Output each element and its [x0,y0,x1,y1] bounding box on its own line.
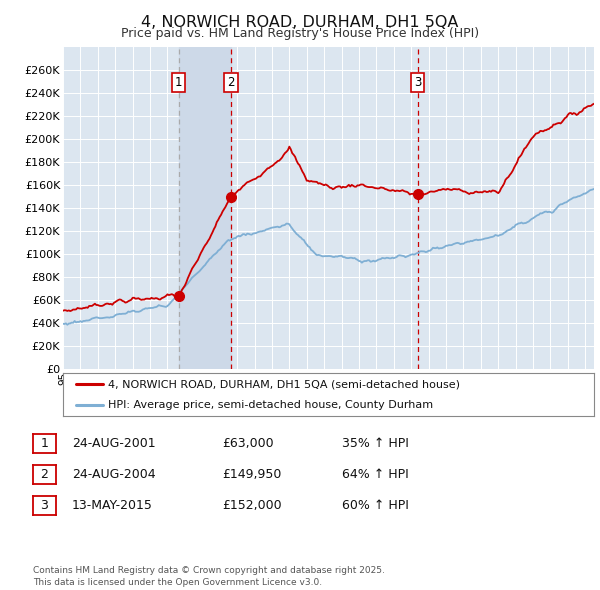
Text: 1: 1 [40,437,49,450]
Text: HPI: Average price, semi-detached house, County Durham: HPI: Average price, semi-detached house,… [108,401,433,410]
Text: 60% ↑ HPI: 60% ↑ HPI [342,499,409,512]
Text: 24-AUG-2004: 24-AUG-2004 [72,468,155,481]
Text: 35% ↑ HPI: 35% ↑ HPI [342,437,409,450]
Text: 4, NORWICH ROAD, DURHAM, DH1 5QA: 4, NORWICH ROAD, DURHAM, DH1 5QA [142,15,458,30]
Text: Contains HM Land Registry data © Crown copyright and database right 2025.
This d: Contains HM Land Registry data © Crown c… [33,566,385,587]
Bar [179,47,231,369]
Text: 3: 3 [40,499,49,512]
Text: 1: 1 [175,76,182,89]
Text: 2: 2 [40,468,49,481]
Text: 2: 2 [227,76,235,89]
Text: Price paid vs. HM Land Registry's House Price Index (HPI): Price paid vs. HM Land Registry's House … [121,27,479,40]
Text: £63,000: £63,000 [222,437,274,450]
Text: £149,950: £149,950 [222,468,281,481]
Text: 24-AUG-2001: 24-AUG-2001 [72,437,155,450]
Text: £152,000: £152,000 [222,499,281,512]
Text: 3: 3 [414,76,421,89]
Text: 13-MAY-2015: 13-MAY-2015 [72,499,153,512]
Text: 4, NORWICH ROAD, DURHAM, DH1 5QA (semi-detached house): 4, NORWICH ROAD, DURHAM, DH1 5QA (semi-d… [108,379,460,389]
Text: 64% ↑ HPI: 64% ↑ HPI [342,468,409,481]
